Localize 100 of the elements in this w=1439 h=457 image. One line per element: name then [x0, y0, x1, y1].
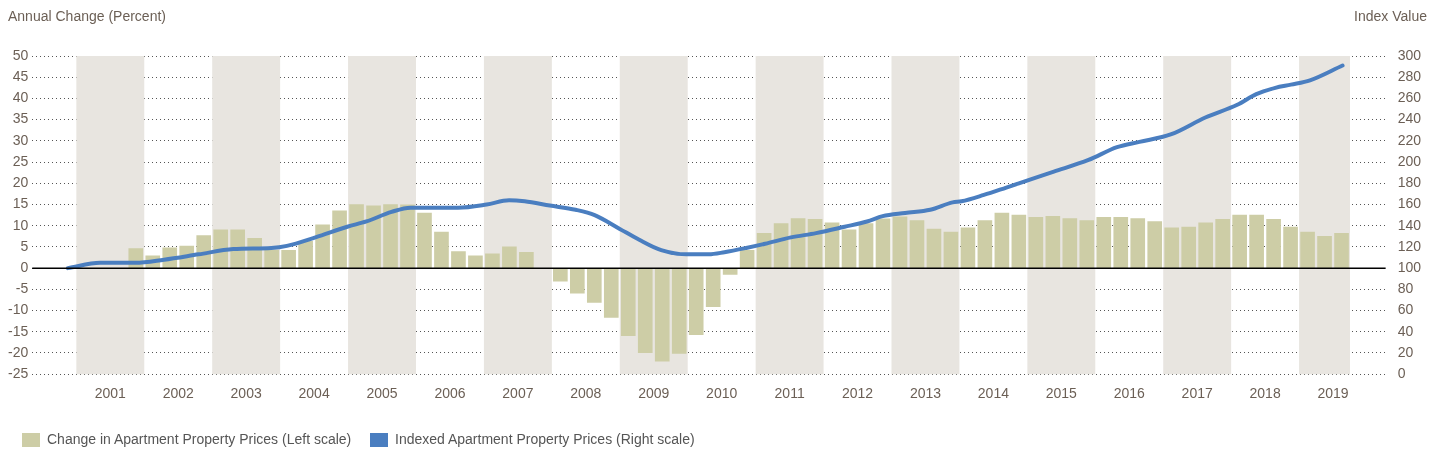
bar [1198, 222, 1214, 268]
bar [417, 212, 432, 268]
y-axis-title: Annual Change (Percent) [8, 8, 166, 24]
x-tick-label: 2013 [909, 385, 942, 402]
bar [671, 268, 687, 354]
bar [977, 220, 993, 268]
bar [1113, 216, 1129, 268]
bar [603, 268, 619, 318]
y-tick-label: -10 [8, 301, 29, 318]
x-tick-label: 2007 [502, 385, 534, 402]
x-tick-label: 2017 [1181, 385, 1213, 402]
x-tick-label: 2018 [1249, 385, 1281, 402]
bar [943, 231, 959, 268]
x-tick-label: 2016 [1113, 385, 1146, 402]
bar [349, 204, 364, 268]
x-tick-label: 2019 [1317, 385, 1349, 402]
bar [620, 268, 636, 336]
bar [1164, 227, 1180, 268]
bar [569, 268, 585, 294]
x-tick-label: 2015 [1045, 385, 1078, 402]
bar [654, 268, 670, 362]
bar [383, 204, 398, 268]
y-tick-label: 45 [12, 68, 29, 85]
bar [858, 223, 874, 268]
bar [705, 268, 721, 308]
y2-tick-label: 160 [1397, 195, 1422, 212]
y2-tick-label: 180 [1397, 174, 1422, 191]
y-tick-label: 30 [12, 131, 29, 148]
y2-tick-label: 140 [1397, 216, 1422, 233]
y-tick-label: 50 [12, 46, 29, 63]
y-tick-label: 10 [12, 216, 29, 233]
y-tick-label: 0 [20, 258, 29, 275]
x-tick-label: 2010 [706, 385, 738, 402]
legend-label: Change in Apartment Property Prices (Left scale) [47, 430, 352, 447]
bar [1249, 214, 1264, 268]
x-tick-label: 2006 [434, 385, 466, 402]
bar [586, 268, 602, 303]
x-tick-label: 2014 [977, 385, 1010, 402]
bar [1266, 219, 1281, 268]
bar [553, 268, 568, 282]
bar [332, 210, 347, 268]
bar [637, 268, 653, 353]
y2-tick-label: 220 [1397, 131, 1422, 148]
bar [1130, 218, 1146, 268]
y2-tick-label: 240 [1397, 110, 1422, 127]
y-tick-label: 40 [12, 89, 29, 106]
bar [366, 205, 381, 268]
bar [264, 249, 279, 268]
x-tick-label: 2002 [162, 385, 195, 402]
x-tick-label: 2001 [94, 385, 127, 402]
y2-tick-label: 260 [1397, 89, 1422, 106]
bar [485, 253, 500, 268]
y2-tick-label: 20 [1397, 343, 1414, 360]
bar [1147, 221, 1163, 268]
bar [875, 218, 891, 268]
bar [1045, 216, 1061, 268]
y2-tick-label: 300 [1397, 46, 1422, 63]
y-tick-label: -20 [8, 343, 29, 360]
bar [1096, 216, 1112, 268]
y2-axis-title: Index Value [1354, 8, 1427, 24]
x-tick-label: 2012 [841, 385, 874, 402]
y-tick-label: -15 [8, 322, 29, 339]
bar [1062, 218, 1078, 268]
y2-tick-label: 120 [1397, 237, 1422, 254]
y-tick-label: 35 [12, 110, 29, 127]
y2-tick-label: 60 [1397, 301, 1414, 318]
x-tick-label: 2003 [230, 385, 262, 402]
bar [1317, 235, 1332, 268]
y2-tick-label: 80 [1397, 280, 1414, 297]
bar [468, 255, 483, 268]
y-tick-label: 15 [12, 195, 29, 212]
bar [688, 268, 704, 336]
x-tick-label: 2004 [298, 385, 330, 402]
bar [1334, 233, 1349, 268]
bar [1079, 220, 1095, 268]
y-tick-label: 5 [20, 237, 29, 254]
bar [909, 220, 925, 268]
y-tick-label: -25 [8, 365, 29, 382]
bar [1028, 216, 1044, 268]
bar [960, 227, 976, 268]
bar [892, 216, 908, 268]
bar [400, 204, 415, 268]
bar [1181, 226, 1197, 268]
y2-tick-label: 200 [1397, 152, 1422, 169]
bar [451, 251, 466, 268]
line-series [65, 63, 1345, 271]
bar [1232, 214, 1247, 268]
y-tick-label: 20 [12, 174, 29, 191]
bar [994, 212, 1010, 268]
bar [502, 246, 517, 268]
bar [841, 229, 857, 268]
x-tick-label: 2009 [638, 385, 670, 402]
bar [1300, 231, 1315, 268]
bar [281, 249, 296, 268]
y-tick-label: 25 [12, 152, 29, 169]
y2-tick-label: 280 [1397, 68, 1422, 85]
bar [926, 228, 942, 268]
y-tick-label: -5 [15, 280, 29, 297]
bar [1011, 214, 1027, 268]
bar [1215, 219, 1230, 268]
